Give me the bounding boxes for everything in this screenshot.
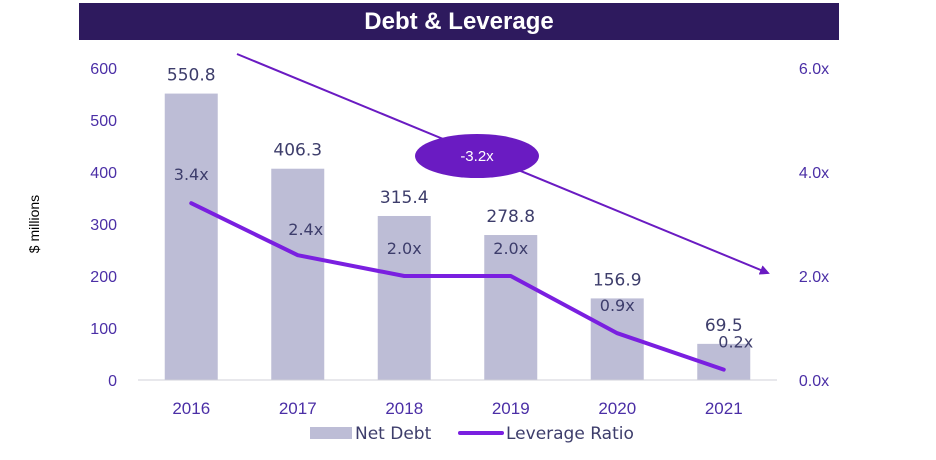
annotation-ellipse bbox=[415, 134, 539, 178]
y2-tick-label: 4.0x bbox=[799, 165, 829, 182]
x-tick-label: 2021 bbox=[705, 399, 743, 418]
bar-net-debt bbox=[271, 168, 325, 380]
x-tick-label: 2019 bbox=[492, 399, 530, 418]
bar-net-debt bbox=[484, 235, 538, 380]
bar-data-label: 69.5 bbox=[705, 316, 743, 336]
bar-net-debt bbox=[377, 215, 431, 380]
y-tick-label: 300 bbox=[90, 217, 117, 234]
line-data-label: 2.0x bbox=[387, 239, 422, 258]
y-tick-label: 400 bbox=[90, 165, 117, 182]
x-tick-label: 2018 bbox=[385, 399, 423, 418]
line-data-label: 0.2x bbox=[718, 333, 753, 352]
y-axis-title: $ millions bbox=[26, 195, 42, 253]
x-tick-label: 2017 bbox=[279, 399, 317, 418]
bar-data-label: 278.8 bbox=[486, 207, 535, 227]
legend-swatch-net-debt bbox=[310, 427, 352, 439]
line-data-label: 3.4x bbox=[174, 165, 209, 184]
y2-tick-label: 6.0x bbox=[799, 61, 829, 78]
bar-data-label: 550.8 bbox=[167, 66, 216, 86]
x-tick-label: 2020 bbox=[598, 399, 636, 418]
y2-tick-label: 0.0x bbox=[799, 373, 829, 390]
bar-data-label: 315.4 bbox=[380, 188, 429, 208]
y-tick-label: 200 bbox=[90, 269, 117, 286]
bar-data-label: 406.3 bbox=[273, 141, 322, 161]
bar-net-debt bbox=[164, 93, 218, 381]
y-tick-label: 100 bbox=[90, 321, 117, 338]
legend-label-net-debt: Net Debt bbox=[355, 424, 432, 444]
line-data-label: 0.9x bbox=[600, 296, 635, 315]
line-leverage-ratio bbox=[189, 201, 726, 372]
annotation-label: -3.2x bbox=[460, 148, 494, 165]
y2-tick-label: 2.0x bbox=[799, 269, 829, 286]
legend-label-leverage: Leverage Ratio bbox=[506, 424, 634, 444]
line-data-label: 2.0x bbox=[493, 239, 528, 258]
x-tick-label: 2016 bbox=[172, 399, 210, 418]
bar-data-label: 156.9 bbox=[593, 270, 642, 290]
line-data-label: 2.4x bbox=[288, 220, 323, 239]
y-tick-label: 600 bbox=[90, 61, 117, 78]
y-tick-label: 500 bbox=[90, 113, 117, 130]
chart-title: Debt & Leverage bbox=[79, 3, 839, 40]
y-tick-label: 0 bbox=[108, 373, 117, 390]
